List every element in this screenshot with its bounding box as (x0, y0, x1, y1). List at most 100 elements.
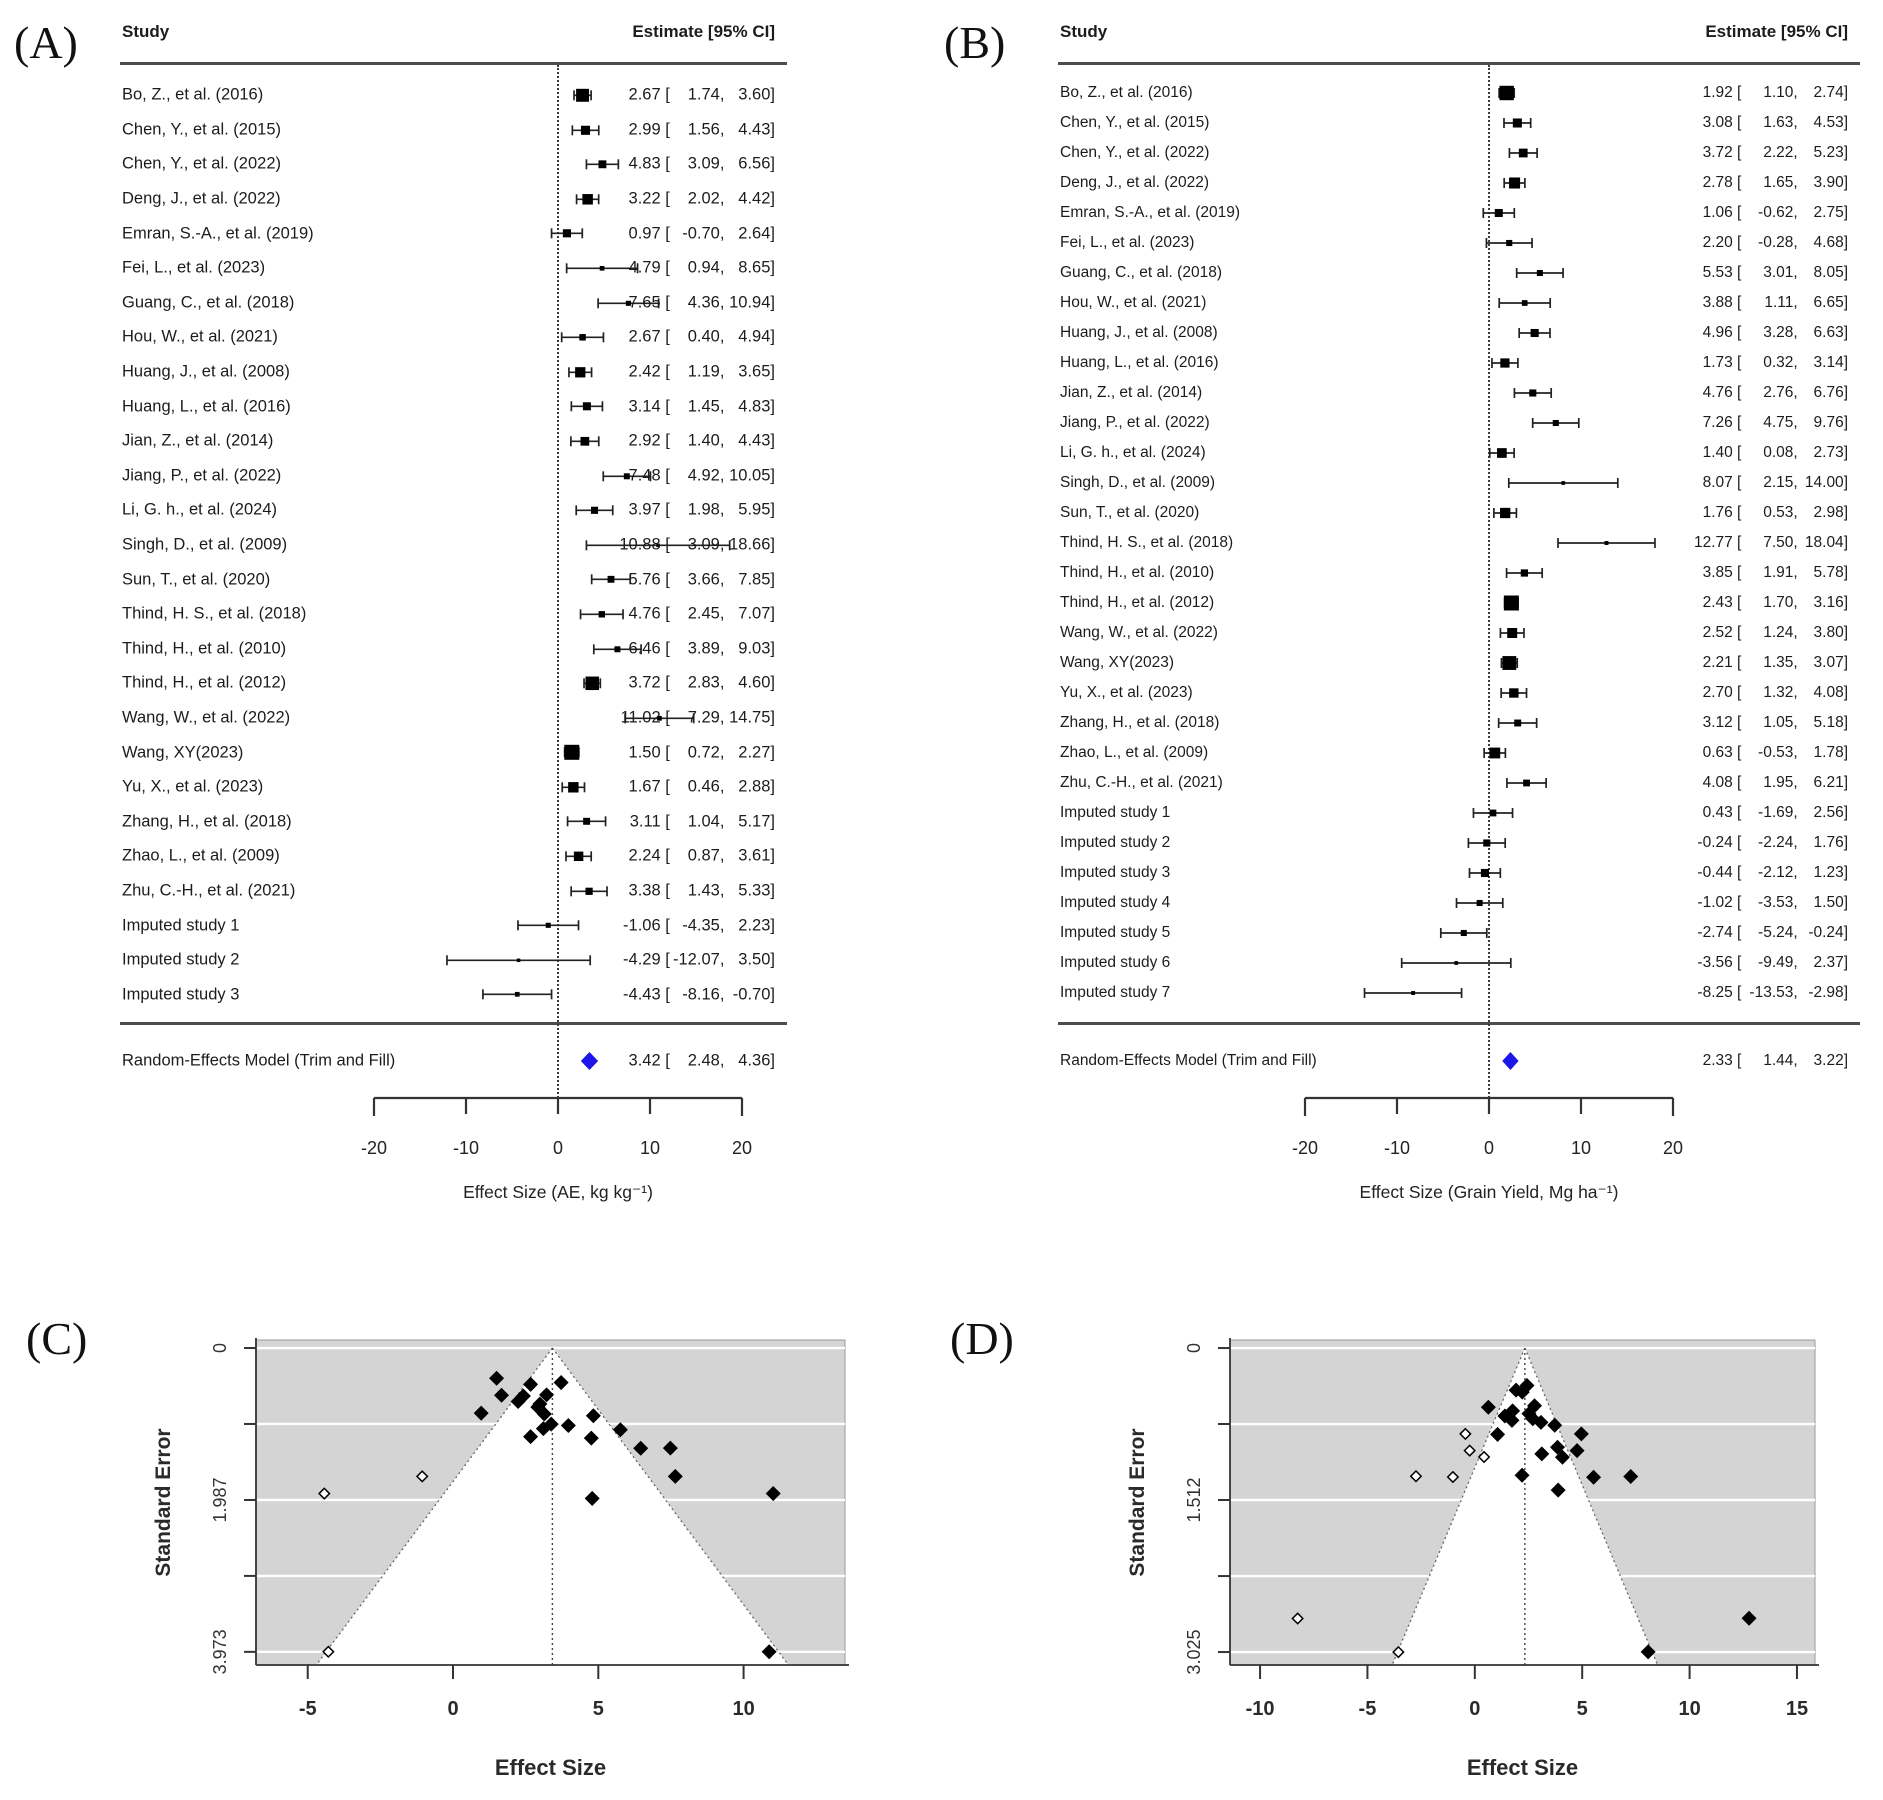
study-label: Wang, W., et al. (2022) (122, 708, 291, 727)
row-comma: , (719, 812, 725, 831)
row-ci-low: 0.08 (1763, 444, 1794, 461)
funnel-point (1514, 1467, 1530, 1483)
row-comma: , (1793, 564, 1798, 581)
axis-tick-label: 0 (1484, 1138, 1494, 1158)
forest-row: Wang, XY(2023) 2.21 [1.35, 3.07] (1058, 648, 1848, 678)
row-ci-high: 3.07 (1813, 654, 1844, 671)
row-bracket: [ (1732, 594, 1742, 611)
forest-row: Chen, Y., et al. (2022) 3.72 [2.22, 5.23] (1058, 138, 1848, 168)
row-est: 12.77 (1693, 534, 1733, 551)
row-bracket: [ (1732, 354, 1742, 371)
row-est: -1.06 (623, 916, 661, 935)
funnel-point (1550, 1482, 1566, 1498)
row-bracket-close: ] (770, 639, 775, 658)
row-bracket: [ (660, 85, 670, 104)
study-label: Chen, Y., et al. (2022) (122, 154, 281, 173)
forest-row: Zhu, C.-H., et al. (2021) 3.38 [1.43, 5.33… (120, 874, 775, 909)
row-bracket-close: ] (770, 535, 775, 554)
row-bracket: [ (1732, 624, 1742, 641)
row-bracket: [ (660, 777, 670, 796)
study-label: Jiang, P., et al. (2022) (1060, 414, 1210, 431)
row-ci-high: 2.88 (738, 777, 771, 796)
row-comma: , (719, 466, 725, 485)
forest-row-imputed: Imputed study 4 -1.02 [-3.53, 1.50] (1058, 888, 1848, 918)
effect-square (1454, 961, 1459, 965)
forest-row: Zhao, L., et al. (2009) 2.24 [0.87, 3.61] (120, 839, 775, 874)
forest-row: Jiang, P., et al. (2022) 7.48 [4.92, 10.05… (120, 459, 775, 494)
estimate-text: 2.67 [1.74, 3.60] (615, 86, 775, 105)
axis-tick-label: -20 (361, 1138, 387, 1158)
study-label: Zhao, L., et al. (2009) (122, 846, 280, 865)
row-ci-high: 3.60 (738, 85, 771, 104)
funnel-point (633, 1440, 649, 1456)
study-label: Fei, L., et al. (2023) (1060, 234, 1195, 251)
funnel-point (1623, 1468, 1639, 1484)
row-bracket-close: ] (770, 743, 775, 762)
row-est: 5.76 (628, 570, 661, 589)
estimate-text: -1.02 [-3.53, 1.50] (1687, 894, 1848, 912)
study-label: Zhu, C.-H., et al. (2021) (1060, 774, 1223, 791)
row-est: 3.88 (1702, 294, 1733, 311)
effect-square (1509, 688, 1519, 698)
x-tick-label: 10 (1678, 1698, 1700, 1720)
row-est: 2.24 (628, 846, 661, 865)
x-tick-label: 15 (1786, 1698, 1808, 1720)
axis-tick-label: 0 (553, 1138, 563, 1158)
estimate-text: 1.67 [0.46, 2.88] (615, 778, 775, 797)
row-comma: , (719, 154, 725, 173)
study-rows: Bo, Z., et al. (2016) 2.67 [1.74, 3.60] Che… (120, 78, 775, 1012)
row-ci-high: 10.94 (729, 293, 771, 312)
row-est: 3.12 (1702, 714, 1733, 731)
row-ci-low: -9.49 (1758, 954, 1794, 971)
estimate-text: 5.53 [3.01, 8.05] (1687, 264, 1848, 282)
row-est: 4.79 (628, 258, 661, 277)
study-label: Imputed study 1 (122, 916, 240, 935)
forest-row: Yu, X., et al. (2023) 1.67 [0.46, 2.88] (120, 770, 775, 805)
row-est: 2.43 (1702, 594, 1733, 611)
estimate-text: 7.26 [4.75, 9.76] (1687, 414, 1848, 432)
study-label: Emran, S.-A., et al. (2019) (1060, 204, 1241, 221)
estimate-text: 4.76 [2.45, 7.07] (615, 605, 775, 624)
forest-row-imputed: Imputed study 1 0.43 [-1.69, 2.56] (1058, 798, 1848, 828)
forest-plot-b: Study Estimate [95% CI] Bo, Z., et al. (… (1058, 10, 1860, 1250)
row-bracket-close: ] (770, 397, 775, 416)
forest-row: Huang, J., et al. (2008) 2.42 [1.19, 3.65] (120, 355, 775, 390)
row-bracket-close: ] (770, 500, 775, 519)
funnel-point-imputed (1477, 1450, 1491, 1464)
study-label: Emran, S.-A., et al. (2019) (122, 224, 314, 243)
row-ci-low: 1.40 (687, 431, 720, 450)
effect-square (1460, 929, 1467, 937)
estimate-text: -1.06 [-4.35, 2.23] (615, 916, 775, 935)
effect-square (585, 676, 599, 691)
forest-row: Wang, W., et al. (2022) 2.52 [1.24, 3.80] (1058, 618, 1848, 648)
forest-row: Hou, W., et al. (2021) 2.67 [0.40, 4.94] (120, 320, 775, 355)
row-bracket-close: ] (1843, 984, 1848, 1001)
study-label: Imputed study 3 (122, 985, 240, 1004)
row-ci-high: 9.03 (738, 639, 771, 658)
row-est: 1.92 (1702, 84, 1733, 101)
row-ci-low: 1.91 (1763, 564, 1794, 581)
effect-square (585, 887, 593, 895)
row-bracket: [ (660, 708, 670, 727)
forest-row: Zhao, L., et al. (2009) 0.63 [-0.53, 1.78] (1058, 738, 1848, 768)
estimate-text: 6.46 [3.89, 9.03] (615, 639, 775, 658)
row-bracket: [ (660, 120, 670, 139)
header-rule (1058, 62, 1860, 65)
study-label: Li, G. h., et al. (2024) (122, 500, 277, 519)
effect-square (1561, 481, 1566, 485)
summary-diamond (580, 1052, 599, 1070)
effect-square (1499, 85, 1514, 101)
row-ci-low: 4.36 (687, 293, 720, 312)
estimate-text: 2.24 [0.87, 3.61] (615, 847, 775, 866)
row-ci-high: 1.50 (1813, 894, 1844, 911)
row-ci-high: 2.75 (1813, 204, 1844, 221)
row-ci-high: 6.21 (1813, 774, 1844, 791)
row-bracket: [ (660, 500, 670, 519)
estimate-text: -0.44 [-2.12, 1.23] (1687, 864, 1848, 882)
estimate-text: 2.99 [1.56, 4.43] (615, 120, 775, 139)
summary-estimate-text: 3.42 [2.48, 4.36] (615, 1052, 775, 1071)
funnel-point (1741, 1610, 1757, 1626)
panel-tag-a: (A) (14, 17, 78, 68)
row-comma: , (1793, 834, 1798, 851)
study-label: Imputed study 1 (1060, 804, 1171, 821)
